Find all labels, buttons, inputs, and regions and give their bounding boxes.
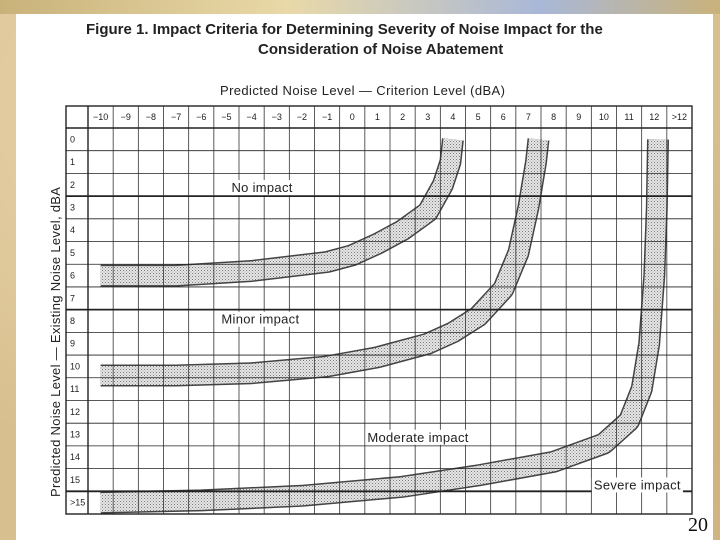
y-tick-label: 15 [70, 475, 80, 485]
zone-label: Moderate impact [367, 430, 468, 445]
y-tick-label: 0 [70, 134, 75, 144]
zone-label-background [219, 311, 302, 327]
chart-grid [65, 105, 693, 515]
y-tick-label: 4 [70, 225, 75, 235]
x-tick-label: 9 [576, 112, 581, 122]
y-tick-label: 12 [70, 407, 80, 417]
x-tick-labels: −10 −9 −8 −7 −6 −5 −4 −3 −2 −1 0 1 2 3 4 5 6 7 8 9 10 11 12 >12 [93, 112, 687, 122]
y-tick-label: 7 [70, 293, 75, 303]
x-tick-label: 1 [375, 112, 380, 122]
x-tick-label: 0 [350, 112, 355, 122]
zone-label-background [229, 180, 295, 196]
slide-number: 20 [688, 514, 708, 536]
y-tick-label: 2 [70, 180, 75, 190]
x-tick-label: 2 [400, 112, 405, 122]
x-tick-label: −3 [272, 112, 282, 122]
zone-label-background [591, 477, 683, 493]
x-tick-label: 10 [599, 112, 609, 122]
zone-labels: No impact Minor impact Moderate impact Seve… [219, 180, 683, 493]
y-tick-label: 6 [70, 271, 75, 281]
y-tick-label: >15 [70, 498, 85, 508]
y-tick-label: 13 [70, 430, 80, 440]
x-tick-label: −9 [121, 112, 131, 122]
boundary-band-1 [100, 138, 463, 286]
x-tick-label: −10 [93, 112, 108, 122]
figure-title-line-2: Consideration of Noise Abatement [258, 41, 504, 58]
decorative-top-band [0, 0, 720, 14]
x-tick-label: 3 [425, 112, 430, 122]
zone-label: Minor impact [221, 312, 299, 327]
figure-title: Figure 1. Impact Criteria for Determinin… [86, 20, 720, 60]
y-tick-label: 10 [70, 361, 80, 371]
x-tick-label: −4 [246, 112, 256, 122]
x-tick-label: −2 [297, 112, 307, 122]
y-tick-label: 3 [70, 202, 75, 212]
x-tick-label: −6 [196, 112, 206, 122]
x-tick-label: 6 [501, 112, 506, 122]
x-tick-label: 4 [450, 112, 455, 122]
x-axis-label: Predicted Noise Level — Criterion Level … [220, 83, 506, 98]
boundary-band-outline-1 [100, 138, 464, 287]
figure-title-line-1: Figure 1. Impact Criteria for Determinin… [86, 21, 603, 38]
x-tick-label: 11 [624, 112, 633, 122]
x-tick-label: 7 [526, 112, 531, 122]
zone-label-background [365, 429, 471, 445]
x-tick-label: −1 [322, 112, 332, 122]
y-tick-label: 11 [70, 384, 79, 394]
y-tick-label: 1 [70, 157, 75, 167]
zone-label: No impact [231, 180, 292, 195]
x-tick-label: −7 [171, 112, 181, 122]
y-tick-label: 9 [70, 339, 75, 349]
x-tick-label: −5 [221, 112, 231, 122]
x-tick-label: 12 [649, 112, 659, 122]
y-tick-label: 14 [70, 452, 80, 462]
boundary-bands [100, 138, 669, 514]
zone-label: Severe impact [594, 477, 681, 492]
boundary-band-3 [100, 139, 668, 513]
y-tick-label: 8 [70, 316, 75, 326]
y-axis-label: Predicted Noise Level — Existing Noise L… [48, 186, 63, 497]
x-tick-label: >12 [672, 112, 687, 122]
x-tick-label: 5 [476, 112, 481, 122]
y-tick-label: 5 [70, 248, 75, 258]
x-tick-label: −8 [146, 112, 156, 122]
x-tick-label: 8 [551, 112, 556, 122]
